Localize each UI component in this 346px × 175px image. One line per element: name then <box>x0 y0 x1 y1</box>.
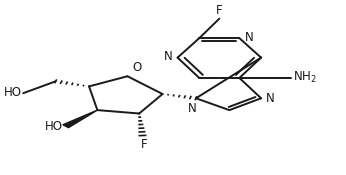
Text: N: N <box>164 50 173 63</box>
Text: HO: HO <box>3 86 21 99</box>
Polygon shape <box>63 110 97 128</box>
Text: HO: HO <box>45 120 63 133</box>
Text: F: F <box>216 4 222 17</box>
Text: N: N <box>266 92 275 105</box>
Text: N: N <box>188 102 197 115</box>
Text: O: O <box>133 61 142 74</box>
Text: N: N <box>244 31 253 44</box>
Text: NH$_2$: NH$_2$ <box>293 70 317 86</box>
Text: F: F <box>141 138 147 151</box>
